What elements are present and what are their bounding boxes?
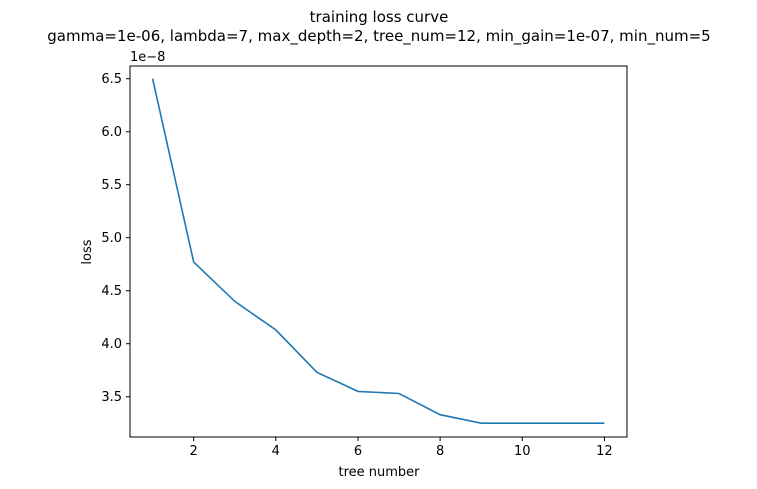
y-tick-label: 5.5: [101, 178, 122, 193]
x-tick-label: 2: [190, 444, 198, 459]
chart-title: training loss curve: [310, 8, 449, 26]
y-tick-label: 5.0: [101, 231, 122, 246]
plot-frame: [129, 65, 628, 438]
y-tick-label: 3.5: [101, 390, 122, 405]
x-tick-label: 4: [272, 444, 280, 459]
y-axis: 3.5 4.0 4.5 5.0 5.5 6.0 6.5: [101, 72, 130, 405]
y-tick-label: 6.5: [101, 72, 122, 87]
plot-area: [129, 65, 628, 438]
x-axis-label: tree number: [338, 465, 420, 480]
x-tick-label: 10: [514, 444, 531, 459]
x-tick-label: 8: [436, 444, 444, 459]
series-line: [151, 78, 605, 424]
x-axis: 2 4 6 8 10 12: [190, 437, 613, 459]
chart-subtitle: gamma=1e-06, lambda=7, max_depth=2, tree…: [47, 27, 710, 46]
y-offset-label: 1e−8: [130, 50, 165, 65]
y-axis-label: loss: [80, 239, 95, 264]
x-tick-label: 6: [354, 444, 362, 459]
y-tick-label: 6.0: [101, 125, 122, 140]
y-tick-label: 4.0: [101, 337, 122, 352]
x-tick-label: 12: [596, 444, 613, 459]
y-tick-label: 4.5: [101, 284, 122, 299]
